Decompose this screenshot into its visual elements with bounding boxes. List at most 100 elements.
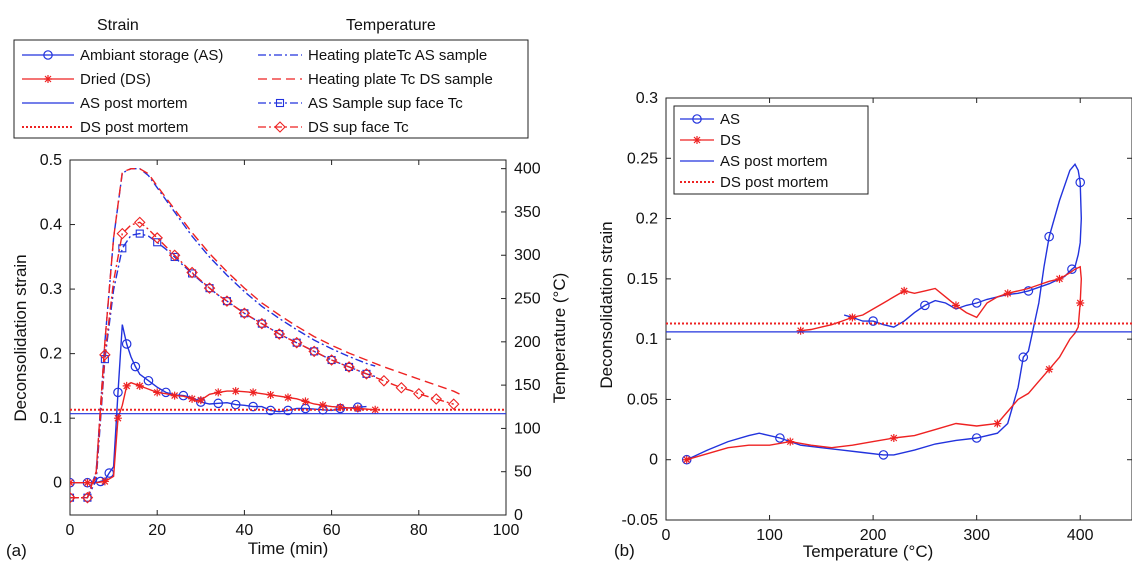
data-point	[116, 227, 129, 240]
x-tick-label: 100	[493, 522, 520, 539]
y-tick-label: 0.2	[636, 211, 658, 228]
data-point	[213, 398, 224, 409]
data-point	[310, 347, 319, 356]
series-as-sample-sup-face-tc	[70, 229, 376, 502]
data-point	[240, 309, 249, 318]
legend-label: AS	[720, 111, 740, 128]
data-point	[413, 388, 425, 400]
data-point	[121, 339, 132, 349]
y-tick-label: 0.1	[636, 331, 658, 348]
data-point	[1023, 286, 1034, 296]
data-point	[153, 388, 162, 397]
data-point	[113, 387, 123, 398]
data-point	[151, 232, 163, 244]
data-point	[796, 326, 805, 335]
y2-tick-label: 350	[514, 204, 541, 221]
y-tick-label: 0.3	[40, 281, 62, 298]
data-point	[290, 336, 303, 349]
series-line	[70, 167, 463, 499]
legend-marker	[44, 75, 52, 83]
data-point	[222, 297, 232, 306]
legend-marker	[693, 136, 701, 144]
x-tick-label: 300	[963, 527, 990, 544]
legend-label: AS post mortem	[720, 153, 828, 170]
legend-marker	[43, 50, 53, 60]
legend-b	[673, 105, 869, 195]
data-point	[292, 338, 301, 347]
legend-label: DS post mortem	[720, 174, 828, 191]
y-tick-label: 0.05	[627, 391, 658, 408]
legend-label: Heating plateTc AS sample	[308, 47, 487, 64]
y-axis-title-b: Deconsolidation strain	[597, 221, 616, 388]
y-tick-label: 0.4	[40, 217, 62, 234]
legend-entry-heating-plate-tc-ds-sample: Heating plate Tc DS sample	[258, 71, 493, 88]
data-point	[344, 362, 354, 371]
y2-tick-label: 0	[514, 507, 523, 524]
legend-entry-ds-post-mortem: DS post mortem	[680, 174, 828, 191]
data-point	[362, 369, 371, 378]
y-tick-label: 0	[53, 475, 62, 492]
data-point	[100, 477, 109, 486]
data-point	[249, 388, 258, 397]
plot-area-a: 0 20 40 60 80 10000.10.20.30.40.5050100150200…	[40, 152, 541, 539]
x-tick-label: 100	[756, 527, 783, 544]
legend-b-items: AS DS AS post mortem DS post mortem	[680, 111, 828, 191]
data-point	[1055, 274, 1064, 283]
data-point	[238, 307, 251, 320]
y-tick-label: 0	[649, 452, 658, 469]
y-tick-label: 0.3	[636, 90, 658, 107]
data-point	[353, 404, 362, 413]
data-point	[168, 249, 181, 262]
axes-b	[665, 97, 1132, 521]
legend-entry-as-post-mortem: AS post mortem	[680, 153, 828, 170]
series-line	[686, 265, 1083, 461]
legend-label: AS post mortem	[80, 95, 188, 112]
data-point	[378, 375, 390, 387]
data-point	[70, 491, 76, 504]
y2-tick-label: 100	[514, 420, 541, 437]
data-point	[231, 387, 240, 396]
data-point	[275, 329, 284, 339]
data-point	[1045, 365, 1054, 374]
data-point	[395, 381, 408, 394]
data-point	[133, 216, 146, 229]
legend-label: Dried (DS)	[80, 71, 151, 88]
legend-marker	[274, 121, 286, 133]
data-point	[188, 394, 197, 403]
legend-entry-as-sample-sup-face-tc: AS Sample sup face Tc	[258, 95, 463, 112]
series-ds	[682, 265, 1085, 464]
y-tick-label: -0.05	[622, 512, 659, 529]
data-point	[336, 403, 345, 412]
series-group	[70, 167, 506, 504]
data-point	[878, 450, 889, 460]
series-line	[70, 221, 454, 499]
y2-tick-label: 50	[514, 464, 532, 481]
data-point	[889, 434, 898, 443]
y2-tick-label: 150	[514, 377, 541, 394]
y2-axis-title-a: Temperature (°C)	[550, 273, 569, 404]
y2-tick-label: 250	[514, 291, 541, 308]
data-point	[343, 361, 355, 373]
data-point	[318, 401, 327, 410]
data-point	[256, 317, 268, 330]
legend-marker	[275, 98, 285, 108]
panel-label-b: (b)	[614, 541, 635, 560]
series-heating-plate-tc-ds-sample	[70, 167, 463, 499]
x-axis-title-b: Temperature (°C)	[803, 542, 934, 561]
legend-entry-heating-platetc-as-sample: Heating plateTc AS sample	[258, 47, 487, 64]
data-point	[1076, 298, 1085, 307]
data-point	[266, 390, 275, 399]
data-point	[868, 316, 878, 326]
data-point	[257, 319, 266, 328]
legend-a-items: Ambiant storage (AS) Dried (DS) AS post mo…	[22, 47, 493, 136]
x-tick-label: 200	[860, 527, 887, 544]
data-point	[327, 355, 336, 365]
series-line	[686, 163, 1083, 461]
data-point	[971, 298, 982, 308]
legend-entry-ds: DS	[680, 132, 741, 149]
data-point	[214, 388, 223, 397]
x-tick-label: 0	[662, 527, 671, 544]
data-point	[786, 437, 795, 446]
